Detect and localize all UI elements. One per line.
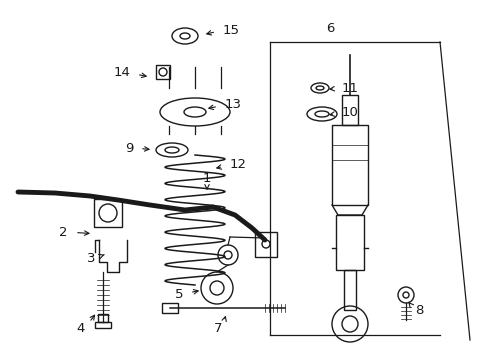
Bar — [341, 95, 357, 125]
Bar — [94, 199, 122, 227]
Bar — [162, 303, 178, 313]
Bar — [254, 232, 276, 257]
Text: 6: 6 — [325, 22, 333, 35]
Text: 2: 2 — [60, 225, 68, 238]
Text: 13: 13 — [224, 99, 242, 112]
Text: 4: 4 — [77, 321, 85, 334]
Text: 1: 1 — [203, 171, 211, 184]
Text: 12: 12 — [229, 158, 246, 171]
Text: 3: 3 — [86, 252, 95, 265]
Bar — [95, 322, 111, 328]
Text: 10: 10 — [341, 107, 358, 120]
Text: 8: 8 — [414, 303, 423, 316]
Bar — [343, 270, 355, 310]
Text: 15: 15 — [223, 23, 240, 36]
Text: 7: 7 — [213, 321, 222, 334]
Text: 14: 14 — [113, 67, 130, 80]
Text: 5: 5 — [174, 288, 183, 301]
Bar — [98, 314, 108, 322]
Text: 11: 11 — [341, 81, 358, 94]
Bar — [156, 65, 170, 79]
Bar — [335, 215, 363, 270]
Bar — [331, 125, 367, 205]
Text: 9: 9 — [124, 141, 133, 154]
